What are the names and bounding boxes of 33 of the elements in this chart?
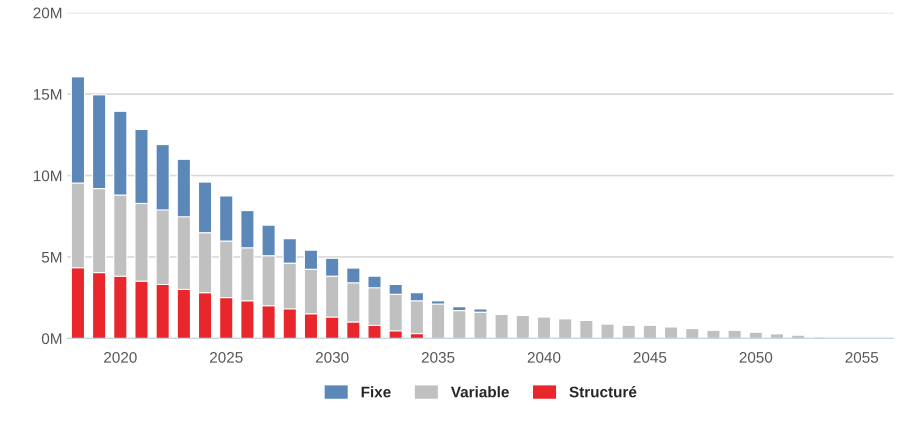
legend-label: Variable (450, 386, 509, 398)
x-tick-label: 2045 (634, 352, 666, 363)
x-tick-label: 2050 (740, 352, 772, 363)
bar (706, 330, 721, 338)
y-tick-label: 10M (34, 170, 62, 182)
y-tick-label: 0M (42, 333, 62, 344)
x-tick-label: 2055 (846, 352, 878, 363)
bar (642, 324, 658, 338)
bar (622, 324, 636, 338)
x-tick-label: 2025 (210, 352, 243, 363)
bar (748, 332, 763, 338)
x-tick-label: 2020 (104, 352, 137, 363)
bar (536, 316, 552, 338)
bar (516, 314, 530, 338)
x-tick-label: 2040 (528, 352, 560, 363)
y-tick-label: 5M (42, 252, 62, 263)
bar (685, 328, 700, 338)
bar (494, 314, 509, 338)
bar (452, 310, 466, 338)
y-tick-label: 15M (34, 89, 62, 100)
legend-label: Fixe (362, 386, 391, 398)
bar (664, 326, 678, 338)
x-tick-label: 2030 (316, 352, 349, 363)
y-tick-label: 20M (34, 8, 62, 18)
bar (791, 334, 806, 338)
bar (579, 320, 594, 338)
bar (728, 330, 742, 338)
legend-label: Structuré (569, 386, 636, 398)
bar (600, 324, 615, 338)
x-tick-label: 2035 (422, 352, 454, 363)
bar (473, 312, 488, 338)
bar (430, 303, 446, 338)
bar (558, 318, 572, 338)
